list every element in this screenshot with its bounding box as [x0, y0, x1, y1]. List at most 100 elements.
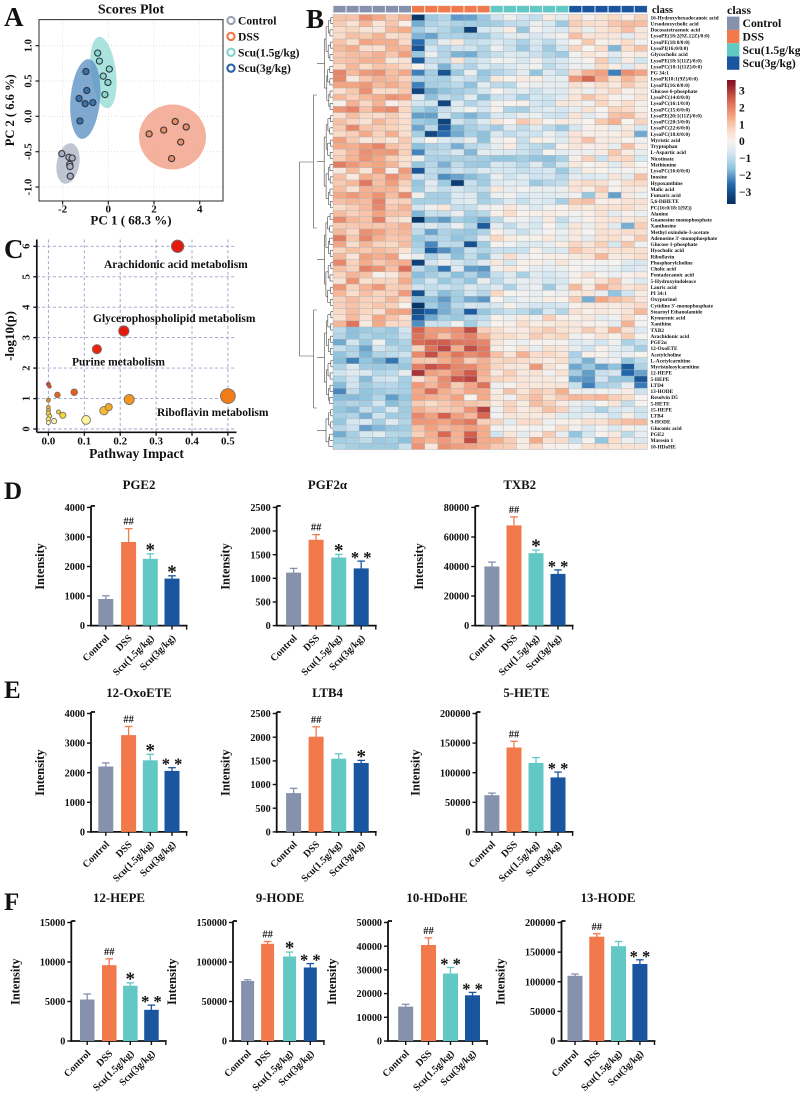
svg-text:80000: 80000 [444, 503, 469, 514]
svg-text:Malic acid: Malic acid [651, 187, 675, 193]
svg-text:Oxypurinol: Oxypurinol [651, 297, 678, 303]
svg-text:0: 0 [377, 1037, 382, 1048]
svg-text:##: ## [262, 930, 273, 941]
svg-text:3000: 3000 [65, 739, 85, 750]
svg-text:0: 0 [106, 204, 112, 216]
svg-text:Nicotinate: Nicotinate [651, 156, 675, 162]
svg-text:PG 34:1: PG 34:1 [651, 71, 670, 77]
svg-text:2000: 2000 [65, 768, 85, 779]
svg-text:Hypoxanthine: Hypoxanthine [651, 181, 684, 187]
svg-text:9-HODE: 9-HODE [256, 891, 304, 905]
svg-text:0: 0 [266, 621, 271, 632]
svg-text:Intensity: Intensity [165, 958, 179, 1005]
svg-text:* *: * * [300, 951, 321, 970]
svg-text:1000: 1000 [250, 574, 270, 585]
svg-text:2000: 2000 [65, 562, 85, 573]
svg-text:LysoPE(18:1(11Z)/0:0): LysoPE(18:1(11Z)/0:0) [651, 57, 702, 64]
svg-text:12-HEPE: 12-HEPE [651, 371, 673, 377]
svg-text:1000: 1000 [250, 780, 270, 791]
svg-text:0: 0 [80, 828, 85, 839]
svg-text:40000: 40000 [444, 562, 469, 573]
svg-text:Myristic acid: Myristic acid [651, 138, 681, 144]
svg-text:B: B [306, 4, 324, 34]
svg-text:LysoPI(16:0/0:0): LysoPI(16:0/0:0) [651, 45, 689, 52]
svg-text:Ursodeoxycholic acid: Ursodeoxycholic acid [651, 22, 699, 28]
svg-text:1.0: 1.0 [24, 39, 35, 52]
svg-text:0: 0 [80, 621, 85, 632]
svg-text:* *: * * [351, 548, 372, 567]
svg-text:3000: 3000 [65, 533, 85, 544]
svg-text:* *: * * [630, 947, 651, 966]
svg-text:−3: −3 [739, 187, 752, 199]
svg-text:0.0: 0.0 [23, 110, 34, 123]
svg-text:F: F [4, 889, 19, 916]
svg-text:Fumaric acid: Fumaric acid [651, 193, 681, 199]
svg-text:class: class [727, 3, 751, 17]
svg-text:150000: 150000 [196, 918, 227, 929]
svg-text:* *: * * [440, 955, 461, 974]
svg-text:4000: 4000 [65, 503, 85, 514]
svg-text:5-HEPE: 5-HEPE [651, 377, 670, 383]
svg-text:-0.5: -0.5 [24, 143, 35, 160]
svg-text:0.4: 0.4 [185, 436, 199, 448]
svg-text:20000: 20000 [444, 592, 469, 603]
svg-text:Intensity: Intensity [494, 958, 508, 1005]
svg-text:1: 1 [739, 119, 745, 131]
svg-text:Glucose 1-phosphate: Glucose 1-phosphate [651, 242, 699, 248]
svg-text:50000: 50000 [445, 798, 470, 809]
svg-text:Xanthine: Xanthine [651, 322, 673, 328]
svg-text:0: 0 [266, 828, 271, 839]
svg-text:2000: 2000 [250, 527, 270, 538]
svg-text:0.3: 0.3 [149, 436, 163, 448]
svg-text:Resolvin D5: Resolvin D5 [651, 395, 679, 401]
svg-text:3: 3 [739, 86, 745, 98]
svg-text:13-HODE: 13-HODE [581, 891, 636, 905]
svg-text:Glycerophospholipid metabolism: Glycerophospholipid metabolism [93, 313, 256, 325]
svg-text:Purine metabolism: Purine metabolism [72, 357, 165, 369]
svg-text:Phosphorylcholine: Phosphorylcholine [651, 260, 694, 266]
svg-text:50000: 50000 [202, 997, 227, 1008]
svg-text:10-HDoHE: 10-HDoHE [651, 444, 677, 450]
svg-text:LysoPC(16:0/0:0): LysoPC(16:0/0:0) [651, 168, 691, 175]
svg-text:Intensity: Intensity [33, 542, 47, 589]
svg-text:*: * [334, 540, 344, 561]
svg-text:Glucose 6-phosphate: Glucose 6-phosphate [651, 89, 699, 95]
svg-text:##: ## [123, 517, 134, 528]
svg-text:class: class [652, 5, 673, 16]
svg-text:Intensity: Intensity [219, 542, 233, 589]
svg-text:LysoPE(16:0/0:0): LysoPE(16:0/0:0) [651, 82, 690, 89]
svg-text:LysoPE(18:2(9Z,12Z)/0:0): LysoPE(18:2(9Z,12Z)/0:0) [651, 33, 710, 40]
svg-text:PI 34:1: PI 34:1 [651, 291, 668, 297]
svg-text:Xanthosine: Xanthosine [651, 224, 677, 230]
svg-text:E: E [4, 677, 21, 704]
svg-text:Pentadecanoic acid: Pentadecanoic acid [651, 273, 694, 279]
svg-text:2: 2 [22, 365, 33, 370]
svg-text:*: * [285, 938, 295, 959]
svg-text:*: * [167, 562, 177, 583]
svg-text:Scu(3g/kg): Scu(3g/kg) [238, 62, 291, 75]
svg-text:30000: 30000 [357, 966, 382, 977]
svg-text:##: ## [123, 715, 134, 726]
svg-text:2: 2 [739, 102, 745, 114]
svg-text:1000: 1000 [65, 798, 85, 809]
svg-text:Arachidonic acid: Arachidonic acid [651, 334, 690, 340]
svg-text:LysoPC(18:1(11Z)/0:0): LysoPC(18:1(11Z)/0:0) [651, 63, 703, 70]
svg-text:5000: 5000 [45, 997, 65, 1008]
svg-text:5,6-DiHETE: 5,6-DiHETE [651, 199, 680, 205]
svg-text:##: ## [311, 523, 322, 534]
svg-text:50000: 50000 [530, 1007, 555, 1018]
svg-text:DSS: DSS [238, 30, 259, 43]
svg-text:Riboflavin: Riboflavin [651, 254, 675, 260]
svg-text:Cholic acid: Cholic acid [651, 267, 677, 273]
svg-text:−2: −2 [739, 170, 752, 182]
svg-text:Intensity: Intensity [412, 542, 426, 589]
svg-text:Intensity: Intensity [8, 958, 22, 1005]
svg-text:PGE2: PGE2 [651, 432, 665, 438]
svg-text:12-OxoETE: 12-OxoETE [651, 346, 679, 352]
svg-text:Arachidonic acid metabolism: Arachidonic acid metabolism [104, 259, 248, 271]
svg-text:6: 6 [22, 244, 33, 249]
svg-text:LysoPC(18:0/0:0): LysoPC(18:0/0:0) [651, 131, 691, 138]
svg-text:−1: −1 [739, 153, 752, 165]
svg-text:*: * [531, 536, 541, 557]
svg-text:Adenosine 3'-monophosphate: Adenosine 3'-monophosphate [651, 236, 718, 242]
